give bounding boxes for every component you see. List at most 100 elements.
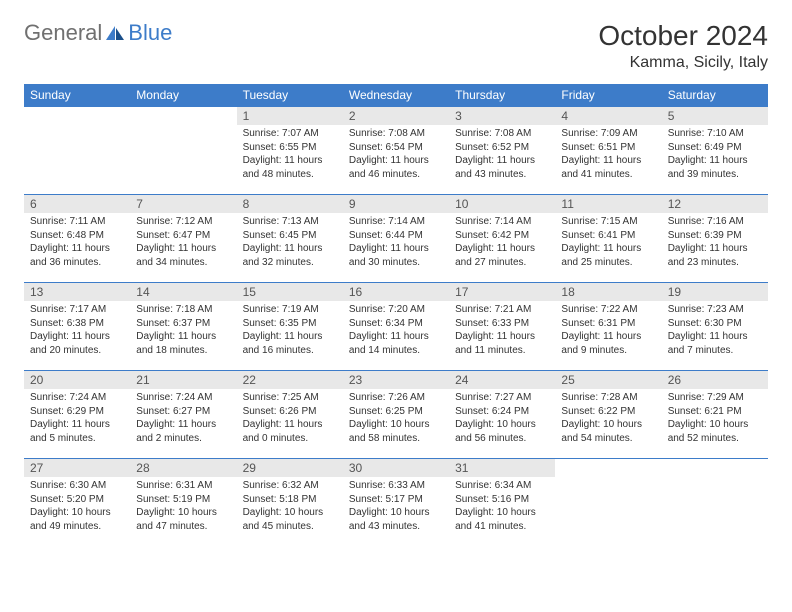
day-number: 16 <box>343 283 449 301</box>
sunset-line: Sunset: 6:39 PM <box>668 229 762 243</box>
daylight-line: Daylight: 11 hours and 20 minutes. <box>30 330 124 357</box>
day-number: 20 <box>24 371 130 389</box>
day-number: 4 <box>555 107 661 125</box>
day-content: Sunrise: 6:30 AMSunset: 5:20 PMDaylight:… <box>24 477 130 537</box>
day-number: 29 <box>237 459 343 477</box>
day-number: 7 <box>130 195 236 213</box>
calendar-cell: 23Sunrise: 7:26 AMSunset: 6:25 PMDayligh… <box>343 371 449 459</box>
daylight-line: Daylight: 10 hours and 47 minutes. <box>136 506 230 533</box>
day-number: 10 <box>449 195 555 213</box>
day-content: Sunrise: 7:16 AMSunset: 6:39 PMDaylight:… <box>662 213 768 273</box>
day-number: 22 <box>237 371 343 389</box>
calendar-cell: 27Sunrise: 6:30 AMSunset: 5:20 PMDayligh… <box>24 459 130 547</box>
daylight-line: Daylight: 10 hours and 45 minutes. <box>243 506 337 533</box>
logo-text-general: General <box>24 20 102 46</box>
daylight-line: Daylight: 11 hours and 46 minutes. <box>349 154 443 181</box>
sunset-line: Sunset: 6:24 PM <box>455 405 549 419</box>
day-content: Sunrise: 7:25 AMSunset: 6:26 PMDaylight:… <box>237 389 343 449</box>
daylight-line: Daylight: 11 hours and 27 minutes. <box>455 242 549 269</box>
sunset-line: Sunset: 6:25 PM <box>349 405 443 419</box>
sunset-line: Sunset: 6:51 PM <box>561 141 655 155</box>
sunset-line: Sunset: 6:55 PM <box>243 141 337 155</box>
daylight-line: Daylight: 10 hours and 41 minutes. <box>455 506 549 533</box>
daylight-line: Daylight: 11 hours and 9 minutes. <box>561 330 655 357</box>
day-number: 13 <box>24 283 130 301</box>
sunset-line: Sunset: 6:38 PM <box>30 317 124 331</box>
calendar-body: 1Sunrise: 7:07 AMSunset: 6:55 PMDaylight… <box>24 107 768 547</box>
daylight-line: Daylight: 11 hours and 16 minutes. <box>243 330 337 357</box>
daylight-line: Daylight: 11 hours and 41 minutes. <box>561 154 655 181</box>
calendar-cell: 21Sunrise: 7:24 AMSunset: 6:27 PMDayligh… <box>130 371 236 459</box>
calendar-cell: 7Sunrise: 7:12 AMSunset: 6:47 PMDaylight… <box>130 195 236 283</box>
day-number: 8 <box>237 195 343 213</box>
sunrise-line: Sunrise: 7:09 AM <box>561 127 655 141</box>
day-content: Sunrise: 6:34 AMSunset: 5:16 PMDaylight:… <box>449 477 555 537</box>
calendar-week: 6Sunrise: 7:11 AMSunset: 6:48 PMDaylight… <box>24 195 768 283</box>
day-number: 24 <box>449 371 555 389</box>
day-content: Sunrise: 7:28 AMSunset: 6:22 PMDaylight:… <box>555 389 661 449</box>
location: Kamma, Sicily, Italy <box>598 54 768 72</box>
daylight-line: Daylight: 11 hours and 11 minutes. <box>455 330 549 357</box>
day-content: Sunrise: 7:20 AMSunset: 6:34 PMDaylight:… <box>343 301 449 361</box>
daylight-line: Daylight: 11 hours and 30 minutes. <box>349 242 443 269</box>
sunrise-line: Sunrise: 7:13 AM <box>243 215 337 229</box>
day-number: 15 <box>237 283 343 301</box>
day-content: Sunrise: 7:21 AMSunset: 6:33 PMDaylight:… <box>449 301 555 361</box>
daylight-line: Daylight: 11 hours and 0 minutes. <box>243 418 337 445</box>
day-number: 2 <box>343 107 449 125</box>
month-title: October 2024 <box>598 20 768 52</box>
calendar-cell: 22Sunrise: 7:25 AMSunset: 6:26 PMDayligh… <box>237 371 343 459</box>
sunrise-line: Sunrise: 7:20 AM <box>349 303 443 317</box>
daylight-line: Daylight: 11 hours and 34 minutes. <box>136 242 230 269</box>
sunrise-line: Sunrise: 7:21 AM <box>455 303 549 317</box>
day-number: 1 <box>237 107 343 125</box>
day-content: Sunrise: 7:24 AMSunset: 6:29 PMDaylight:… <box>24 389 130 449</box>
calendar-cell: 4 Sunrise: 7:09 AMSunset: 6:51 PMDaylight… <box>555 107 661 195</box>
sunrise-line: Sunrise: 7:14 AM <box>455 215 549 229</box>
sunset-line: Sunset: 6:35 PM <box>243 317 337 331</box>
calendar-cell <box>130 107 236 195</box>
weekday-header: Sunday <box>24 84 130 107</box>
calendar-cell: 2Sunrise: 7:08 AMSunset: 6:54 PMDaylight… <box>343 107 449 195</box>
day-content: Sunrise: 7:13 AMSunset: 6:45 PMDaylight:… <box>237 213 343 273</box>
sunset-line: Sunset: 5:18 PM <box>243 493 337 507</box>
day-number: 28 <box>130 459 236 477</box>
sunrise-line: Sunrise: 7:12 AM <box>136 215 230 229</box>
day-number: 18 <box>555 283 661 301</box>
sunrise-line: Sunrise: 7:14 AM <box>349 215 443 229</box>
sunrise-line: Sunrise: 7:26 AM <box>349 391 443 405</box>
sunrise-line: Sunrise: 7:16 AM <box>668 215 762 229</box>
logo: General Blue <box>24 20 172 46</box>
sunrise-line: Sunrise: 7:11 AM <box>30 215 124 229</box>
calendar-cell: 11Sunrise: 7:15 AMSunset: 6:41 PMDayligh… <box>555 195 661 283</box>
calendar-cell: 29Sunrise: 6:32 AMSunset: 5:18 PMDayligh… <box>237 459 343 547</box>
day-content: Sunrise: 7:22 AMSunset: 6:31 PMDaylight:… <box>555 301 661 361</box>
day-number: 14 <box>130 283 236 301</box>
daylight-line: Daylight: 10 hours and 43 minutes. <box>349 506 443 533</box>
sunrise-line: Sunrise: 6:34 AM <box>455 479 549 493</box>
sunset-line: Sunset: 6:48 PM <box>30 229 124 243</box>
daylight-line: Daylight: 11 hours and 2 minutes. <box>136 418 230 445</box>
calendar-cell: 3Sunrise: 7:08 AMSunset: 6:52 PMDaylight… <box>449 107 555 195</box>
day-number: 27 <box>24 459 130 477</box>
sunset-line: Sunset: 6:41 PM <box>561 229 655 243</box>
day-content: Sunrise: 7:11 AMSunset: 6:48 PMDaylight:… <box>24 213 130 273</box>
day-content: Sunrise: 7:07 AMSunset: 6:55 PMDaylight:… <box>237 125 343 185</box>
calendar-week: 20Sunrise: 7:24 AMSunset: 6:29 PMDayligh… <box>24 371 768 459</box>
sunrise-line: Sunrise: 7:23 AM <box>668 303 762 317</box>
sunset-line: Sunset: 6:29 PM <box>30 405 124 419</box>
daylight-line: Daylight: 11 hours and 36 minutes. <box>30 242 124 269</box>
weekday-header: Wednesday <box>343 84 449 107</box>
day-content: Sunrise: 7:27 AMSunset: 6:24 PMDaylight:… <box>449 389 555 449</box>
calendar-cell <box>24 107 130 195</box>
day-content: Sunrise: 7:14 AMSunset: 6:42 PMDaylight:… <box>449 213 555 273</box>
day-number: 6 <box>24 195 130 213</box>
day-number: 3 <box>449 107 555 125</box>
sunrise-line: Sunrise: 7:17 AM <box>30 303 124 317</box>
calendar-week: 13Sunrise: 7:17 AMSunset: 6:38 PMDayligh… <box>24 283 768 371</box>
calendar-table: SundayMondayTuesdayWednesdayThursdayFrid… <box>24 84 768 547</box>
daylight-line: Daylight: 10 hours and 56 minutes. <box>455 418 549 445</box>
weekday-header: Tuesday <box>237 84 343 107</box>
sunrise-line: Sunrise: 7:25 AM <box>243 391 337 405</box>
day-content: Sunrise: 7:18 AMSunset: 6:37 PMDaylight:… <box>130 301 236 361</box>
